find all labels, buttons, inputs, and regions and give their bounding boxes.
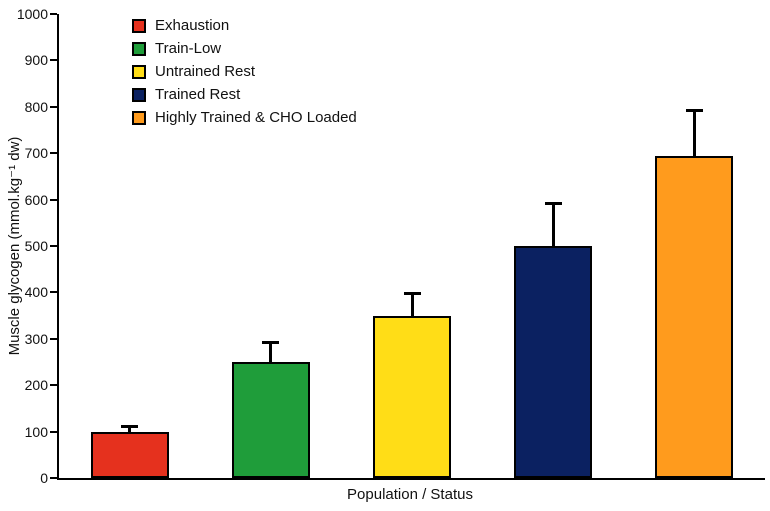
y-tick-label: 800 <box>24 98 48 115</box>
y-tick-label: 300 <box>24 330 48 347</box>
y-tick-label: 400 <box>24 284 48 301</box>
y-tick-mark <box>50 105 57 108</box>
y-tick-mark <box>50 384 57 387</box>
legend-label: Trained Rest <box>155 86 241 103</box>
y-tick-mark <box>50 245 57 247</box>
error-bar-cap <box>262 341 280 345</box>
legend-item: Train-Low <box>132 40 357 57</box>
y-tick-mark <box>50 59 57 62</box>
bar-trained-rest <box>514 246 593 478</box>
bar-train-low <box>231 362 310 478</box>
legend-label: Exhaustion <box>155 17 230 34</box>
legend-swatch-icon <box>132 18 146 33</box>
error-bar-line <box>692 109 696 156</box>
y-tick-label: 100 <box>24 423 48 440</box>
bar-highly-trained-cho-loaded <box>655 155 734 478</box>
x-axis-label: Population / Status <box>347 486 473 503</box>
error-bar-cap <box>403 292 421 296</box>
y-tick-mark <box>50 430 57 433</box>
y-tick-label: 500 <box>24 238 48 254</box>
y-tick-label: 1000 <box>16 6 48 22</box>
error-bar-line <box>410 292 414 316</box>
legend-item: Trained Rest <box>132 86 357 103</box>
bar-exhaustion <box>90 431 169 478</box>
y-tick-mark <box>50 152 57 155</box>
legend-label: Train-Low <box>155 40 222 57</box>
error-bar-cap <box>685 109 703 113</box>
legend-swatch-icon <box>132 41 146 56</box>
legend-label: Highly Trained & CHO Loaded <box>155 109 357 126</box>
legend-swatch-icon <box>132 110 146 125</box>
error-bar-cap <box>121 424 139 428</box>
error-bar-line <box>269 341 273 362</box>
y-tick-mark <box>50 291 57 294</box>
legend-label: Untrained Rest <box>155 63 256 80</box>
error-bar-line <box>551 201 555 246</box>
y-tick-mark <box>50 477 57 479</box>
legend-item: Highly Trained & CHO Loaded <box>132 109 357 126</box>
y-tick-label: 600 <box>24 191 48 208</box>
legend-swatch-icon <box>132 87 146 102</box>
y-tick-label: 0 <box>40 470 48 486</box>
legend-item: Untrained Rest <box>132 63 357 80</box>
legend: Exhaustion Train-Low Untrained Rest Trained… <box>132 17 357 126</box>
plot-area: 0 100 200 300 400 500 600 700 800 900 1000 <box>17 6 765 486</box>
y-tick-mark <box>50 337 57 340</box>
error-bar-cap <box>544 201 562 205</box>
y-tick-mark <box>50 13 57 15</box>
legend-item: Exhaustion <box>132 17 357 34</box>
legend-swatch-icon <box>132 64 146 79</box>
y-tick-label: 900 <box>24 52 48 69</box>
y-tick-label: 200 <box>24 377 48 394</box>
bar-untrained-rest <box>373 315 451 478</box>
y-tick-mark <box>50 198 57 201</box>
error-bar-line <box>128 424 132 432</box>
y-tick-label: 700 <box>24 145 48 162</box>
